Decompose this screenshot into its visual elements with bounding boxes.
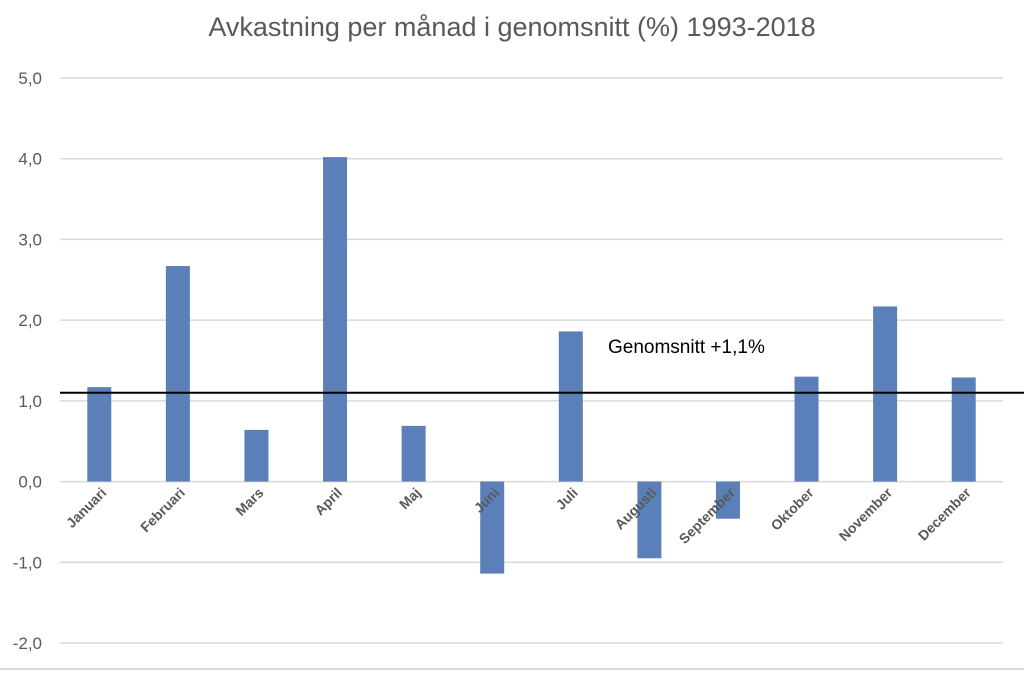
category-labels: Januari Februari Mars April Maj Juni Juli Augus… <box>63 484 974 547</box>
reference-line-group: Genomsnitt +1,1% <box>60 337 1024 394</box>
y-tick-label: -1,0 <box>13 553 42 572</box>
bar <box>637 481 662 559</box>
bar <box>244 429 269 482</box>
bar <box>401 425 426 482</box>
average-line-label: Genomsnitt +1,1% <box>608 337 765 358</box>
y-tick-label: 1,0 <box>18 392 42 411</box>
gridlines <box>0 77 1024 670</box>
x-category-label: December <box>915 484 975 544</box>
x-category-label: Mars <box>232 484 267 519</box>
chart-title: Avkastning per månad i genomsnitt (%) 19… <box>208 12 816 42</box>
x-category-label: April <box>311 484 345 518</box>
bar <box>558 331 583 482</box>
bar <box>323 157 348 482</box>
x-category-label: Februari <box>137 484 188 535</box>
bar <box>873 306 898 482</box>
y-tick-label: 5,0 <box>18 69 42 88</box>
bar <box>87 387 112 482</box>
x-category-label: Januari <box>63 484 110 531</box>
y-tick-label: 4,0 <box>18 150 42 169</box>
bar <box>165 266 190 482</box>
x-category-label: Maj <box>396 484 424 512</box>
y-tick-label: 3,0 <box>18 230 42 249</box>
y-tick-label: 2,0 <box>18 311 42 330</box>
x-category-label: November <box>836 484 896 544</box>
x-category-label: Juli <box>553 484 581 512</box>
bars <box>87 157 976 574</box>
y-tick-label: -2,0 <box>13 634 42 653</box>
bar <box>715 481 740 519</box>
bar <box>951 377 976 482</box>
bar <box>794 376 819 482</box>
x-category-label: Oktober <box>767 484 817 534</box>
bar <box>480 481 505 574</box>
y-axis-ticks: -2,0 -1,0 0,0 1,0 2,0 3,0 4,0 5,0 <box>13 69 42 653</box>
y-tick-label: 0,0 <box>18 473 42 492</box>
